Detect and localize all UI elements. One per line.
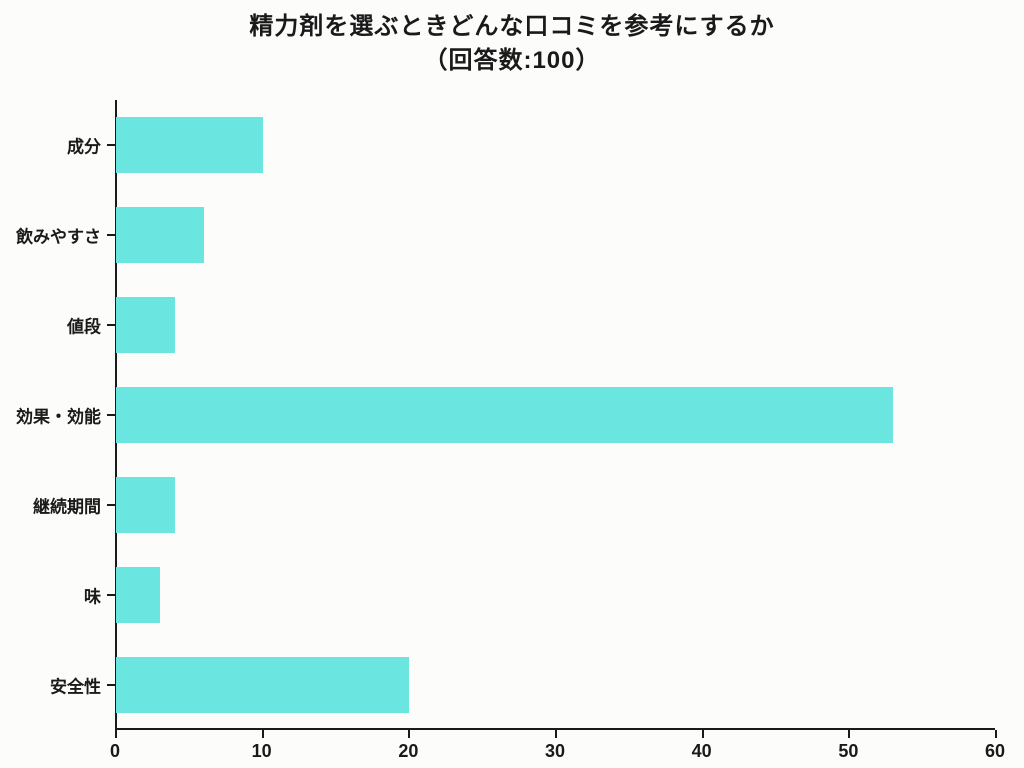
y-tick [107,684,115,686]
x-tick-label: 60 [985,741,1005,762]
x-tick [848,730,850,738]
x-tick [115,730,117,738]
x-tick-label: 0 [110,741,120,762]
y-category-label: 安全性 [50,673,101,698]
x-tick-label: 30 [545,741,565,762]
y-tick [107,234,115,236]
y-category-label: 味 [84,583,101,608]
x-tick [408,730,410,738]
y-tick [107,504,115,506]
y-tick [107,144,115,146]
x-tick [555,730,557,738]
y-tick [107,594,115,596]
x-tick [702,730,704,738]
bar [116,657,409,713]
y-tick [107,414,115,416]
bar [116,567,160,623]
x-tick-label: 40 [692,741,712,762]
chart-title-line1: 精力剤を選ぶときどんな口コミを参考にするか [0,10,1024,44]
y-category-label: 成分 [67,133,101,158]
y-category-label: 効果・効能 [16,403,101,428]
chart-title-line2: （回答数:100） [0,44,1024,78]
x-tick [995,730,997,738]
y-tick [107,324,115,326]
chart-container: 精力剤を選ぶときどんな口コミを参考にするか （回答数:100） 01020304… [0,10,1024,768]
x-tick-label: 20 [398,741,418,762]
y-category-label: 飲みやすさ [16,223,101,248]
bar [116,207,204,263]
bar [116,297,175,353]
y-category-label: 継続期間 [33,493,101,518]
plot-area: 0102030405060成分飲みやすさ値段効果・効能継続期間味安全性 [115,100,995,730]
bar [116,477,175,533]
x-tick-label: 10 [252,741,272,762]
bar [116,387,893,443]
y-category-label: 値段 [67,313,101,338]
bar [116,117,263,173]
x-tick [262,730,264,738]
x-tick-label: 50 [838,741,858,762]
